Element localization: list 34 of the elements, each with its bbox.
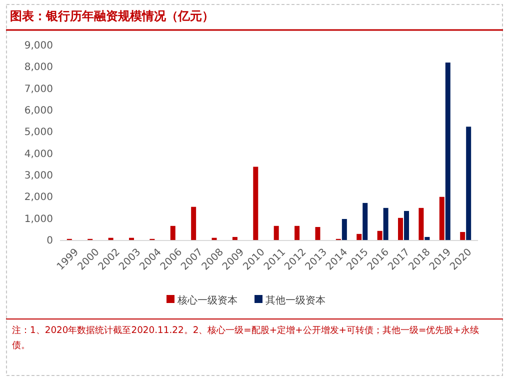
bar xyxy=(466,126,472,240)
bar xyxy=(418,208,424,240)
bar xyxy=(398,218,404,240)
bar xyxy=(253,166,258,240)
bar xyxy=(445,62,450,240)
y-tick-label: 1,000 xyxy=(24,214,53,225)
text: 注：1、2020年数据统计截至2020.11.22。2、核心一级=配股+定增+公开增发+可转债；其他一级=优先股+永续债。 xyxy=(12,325,479,351)
y-tick-label: 6,000 xyxy=(24,106,53,116)
y-tick-label: 8,000 xyxy=(24,62,53,74)
bar xyxy=(232,236,238,240)
bar xyxy=(170,226,176,240)
bar xyxy=(356,234,362,240)
y-tick-label: 7,000 xyxy=(24,84,53,95)
bar xyxy=(439,196,444,240)
bar xyxy=(404,210,410,240)
bar xyxy=(342,218,347,240)
bar xyxy=(424,236,430,240)
y-tick-label: 3,000 xyxy=(24,170,53,182)
y-tick-label: 5,000 xyxy=(24,127,53,138)
legend-label: 核心一级资本 xyxy=(176,294,238,306)
y-tick-label: 0 xyxy=(46,236,53,246)
bar xyxy=(294,226,300,240)
legend-label: 其他一级资本 xyxy=(266,294,326,306)
y-tick-label: 4,000 xyxy=(24,148,53,160)
bar xyxy=(362,202,368,240)
chart-title: 图表：银行历年融资规模情况（亿元） xyxy=(10,9,214,23)
bar xyxy=(377,230,382,240)
bar xyxy=(315,227,320,240)
bar xyxy=(191,206,196,240)
bar xyxy=(274,226,279,240)
y-tick-label: 9,000 xyxy=(24,40,53,52)
bar xyxy=(460,232,466,240)
y-tick-label: 2,000 xyxy=(24,192,53,204)
bar xyxy=(383,208,388,240)
